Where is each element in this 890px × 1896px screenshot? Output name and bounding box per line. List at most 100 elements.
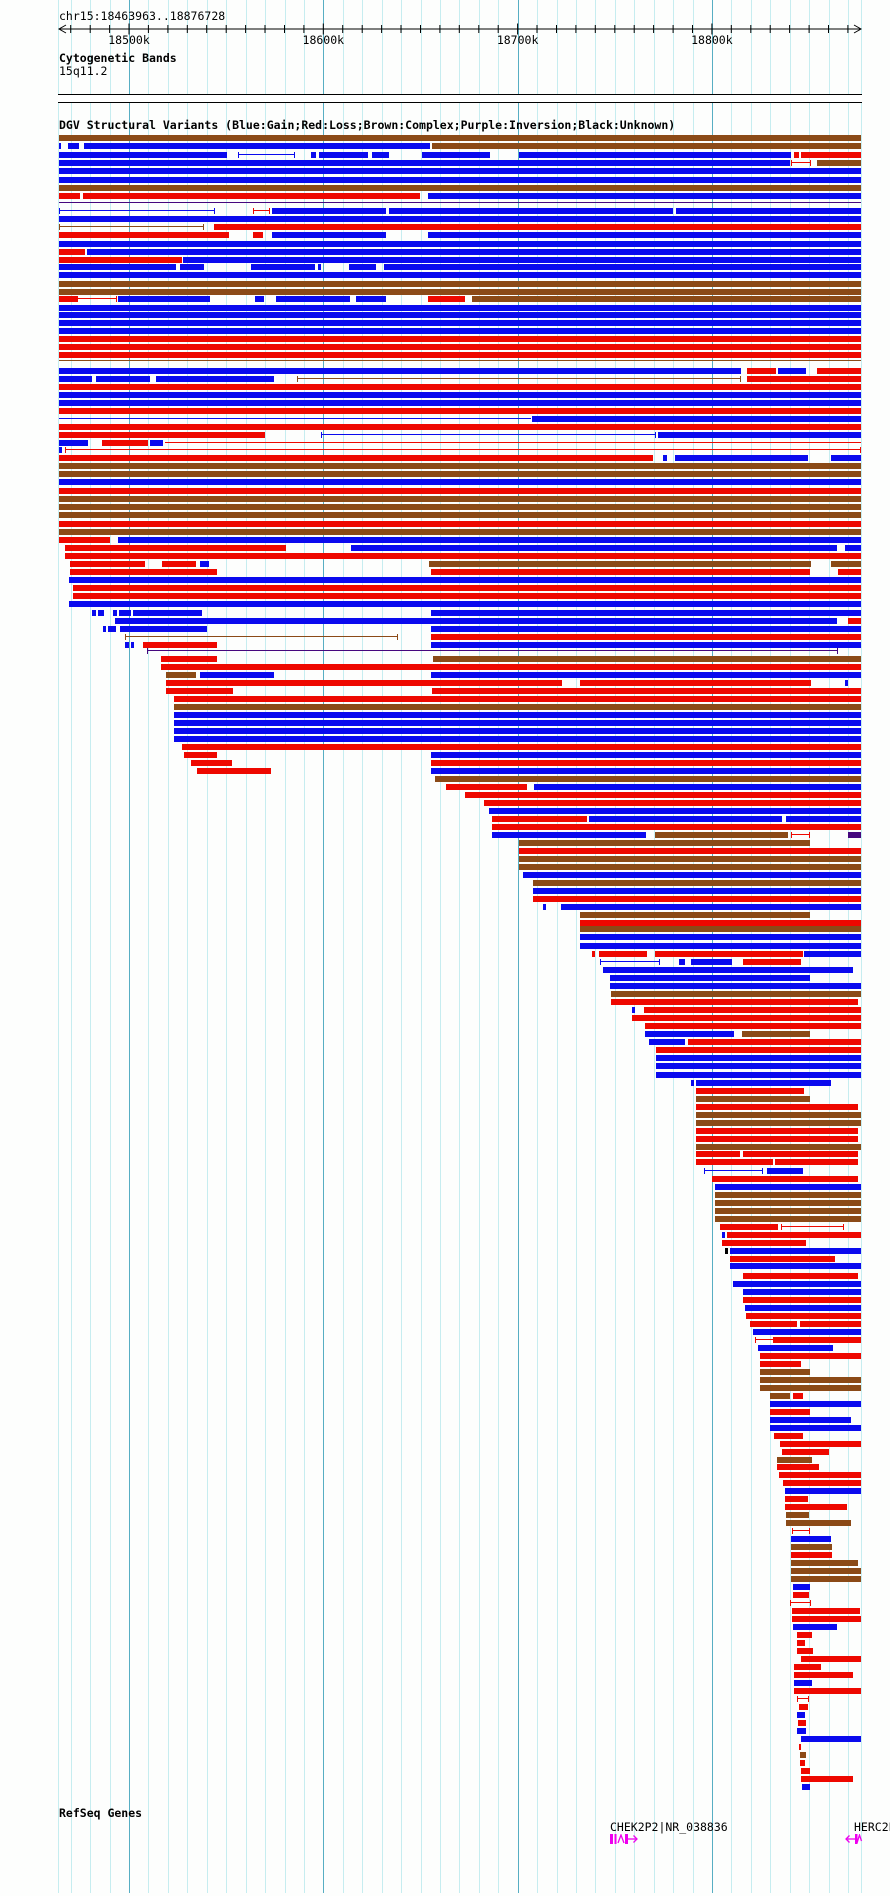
variant-bar[interactable] (747, 368, 776, 374)
variant-bar[interactable] (70, 569, 217, 575)
variant-bar[interactable] (272, 232, 386, 238)
variant-bar[interactable] (59, 232, 229, 238)
variant-bar[interactable] (696, 1088, 804, 1094)
variant-bar[interactable] (59, 537, 110, 543)
variant-bar[interactable] (580, 943, 861, 949)
variant-bar[interactable] (184, 752, 217, 758)
variant-line[interactable] (253, 210, 270, 211)
variant-bar[interactable] (432, 143, 861, 149)
variant-bar[interactable] (431, 768, 861, 774)
variant-bar[interactable] (197, 768, 271, 774)
variant-bar[interactable] (65, 553, 861, 559)
variant-bar[interactable] (59, 400, 861, 406)
variant-bar[interactable] (59, 257, 182, 263)
variant-bar[interactable] (722, 1240, 806, 1246)
gene-structure-glyph[interactable] (610, 1834, 640, 1846)
variant-line[interactable] (755, 1339, 774, 1340)
variant-bar[interactable] (59, 352, 861, 358)
variant-bar[interactable] (59, 440, 88, 446)
variant-bar[interactable] (59, 479, 861, 485)
variant-bar[interactable] (492, 824, 861, 830)
variant-bar[interactable] (632, 1015, 861, 1021)
variant-bar[interactable] (118, 296, 210, 302)
variant-bar[interactable] (774, 1337, 861, 1343)
variant-bar[interactable] (59, 177, 861, 183)
variant-bar[interactable] (712, 1176, 858, 1182)
variant-bar[interactable] (59, 392, 861, 398)
variant-bar[interactable] (102, 440, 148, 446)
variant-bar[interactable] (655, 951, 803, 957)
variant-line[interactable] (792, 1530, 810, 1531)
variant-bar[interactable] (59, 185, 861, 191)
variant-bar[interactable] (533, 880, 861, 886)
variant-bar[interactable] (113, 610, 117, 616)
variant-bar[interactable] (675, 455, 808, 461)
variant-bar[interactable] (523, 872, 861, 878)
variant-bar[interactable] (351, 545, 837, 551)
variant-line[interactable] (59, 202, 861, 203)
variant-bar[interactable] (645, 1023, 861, 1029)
variant-bar[interactable] (59, 336, 861, 342)
variant-bar[interactable] (745, 1305, 861, 1311)
variant-bar[interactable] (838, 569, 861, 575)
variant-bar[interactable] (611, 999, 858, 1005)
variant-bar[interactable] (663, 455, 667, 461)
variant-bar[interactable] (180, 264, 204, 270)
variant-bar[interactable] (767, 1168, 803, 1174)
variant-line[interactable] (704, 1170, 763, 1171)
variant-line[interactable] (321, 434, 656, 435)
variant-bar[interactable] (191, 760, 232, 766)
variant-bar[interactable] (182, 744, 861, 750)
variant-bar[interactable] (200, 561, 209, 567)
variant-bar[interactable] (778, 368, 806, 374)
variant-bar[interactable] (592, 951, 595, 957)
variant-bar[interactable] (83, 193, 420, 199)
variant-bar[interactable] (59, 424, 861, 430)
variant-bar[interactable] (489, 808, 861, 814)
variant-bar[interactable] (794, 152, 799, 158)
variant-bar[interactable] (580, 912, 810, 918)
variant-bar[interactable] (801, 1768, 810, 1774)
variant-bar[interactable] (679, 959, 685, 965)
variant-bar[interactable] (59, 376, 92, 382)
variant-bar[interactable] (200, 672, 274, 678)
variant-bar[interactable] (59, 521, 861, 527)
variant-bar[interactable] (174, 720, 861, 726)
variant-bar[interactable] (59, 496, 861, 502)
variant-bar[interactable] (649, 1039, 685, 1045)
variant-bar[interactable] (255, 296, 264, 302)
variant-bar[interactable] (715, 1200, 861, 1206)
variant-bar[interactable] (519, 864, 861, 870)
variant-bar[interactable] (69, 601, 861, 607)
variant-bar[interactable] (747, 376, 861, 382)
variant-bar[interactable] (120, 626, 207, 632)
variant-bar[interactable] (845, 680, 848, 686)
variant-bar[interactable] (801, 1776, 853, 1782)
variant-bar[interactable] (519, 848, 861, 854)
variant-bar[interactable] (431, 642, 861, 648)
variant-line[interactable] (781, 1226, 844, 1227)
variant-bar[interactable] (59, 264, 176, 270)
variant-bar[interactable] (688, 1039, 861, 1045)
variant-bar[interactable] (817, 368, 861, 374)
variant-bar[interactable] (166, 688, 233, 694)
variant-bar[interactable] (603, 967, 853, 973)
variant-bar[interactable] (658, 432, 861, 438)
variant-bar[interactable] (125, 642, 129, 648)
variant-bar[interactable] (431, 672, 861, 678)
variant-bar[interactable] (251, 264, 315, 270)
variant-bar[interactable] (384, 264, 861, 270)
variant-bar[interactable] (792, 1608, 860, 1614)
variant-bar[interactable] (800, 1760, 805, 1766)
gene-name-label[interactable]: HERC2P (854, 1820, 890, 1834)
variant-bar[interactable] (484, 800, 861, 806)
variant-bar[interactable] (770, 1425, 861, 1431)
variant-bar[interactable] (428, 296, 465, 302)
variant-bar[interactable] (801, 152, 861, 158)
variant-bar[interactable] (785, 1504, 847, 1510)
variant-bar[interactable] (84, 143, 430, 149)
variant-bar[interactable] (785, 1488, 861, 1494)
variant-bar[interactable] (655, 832, 788, 838)
variant-bar[interactable] (96, 376, 150, 382)
variant-bar[interactable] (73, 593, 861, 599)
